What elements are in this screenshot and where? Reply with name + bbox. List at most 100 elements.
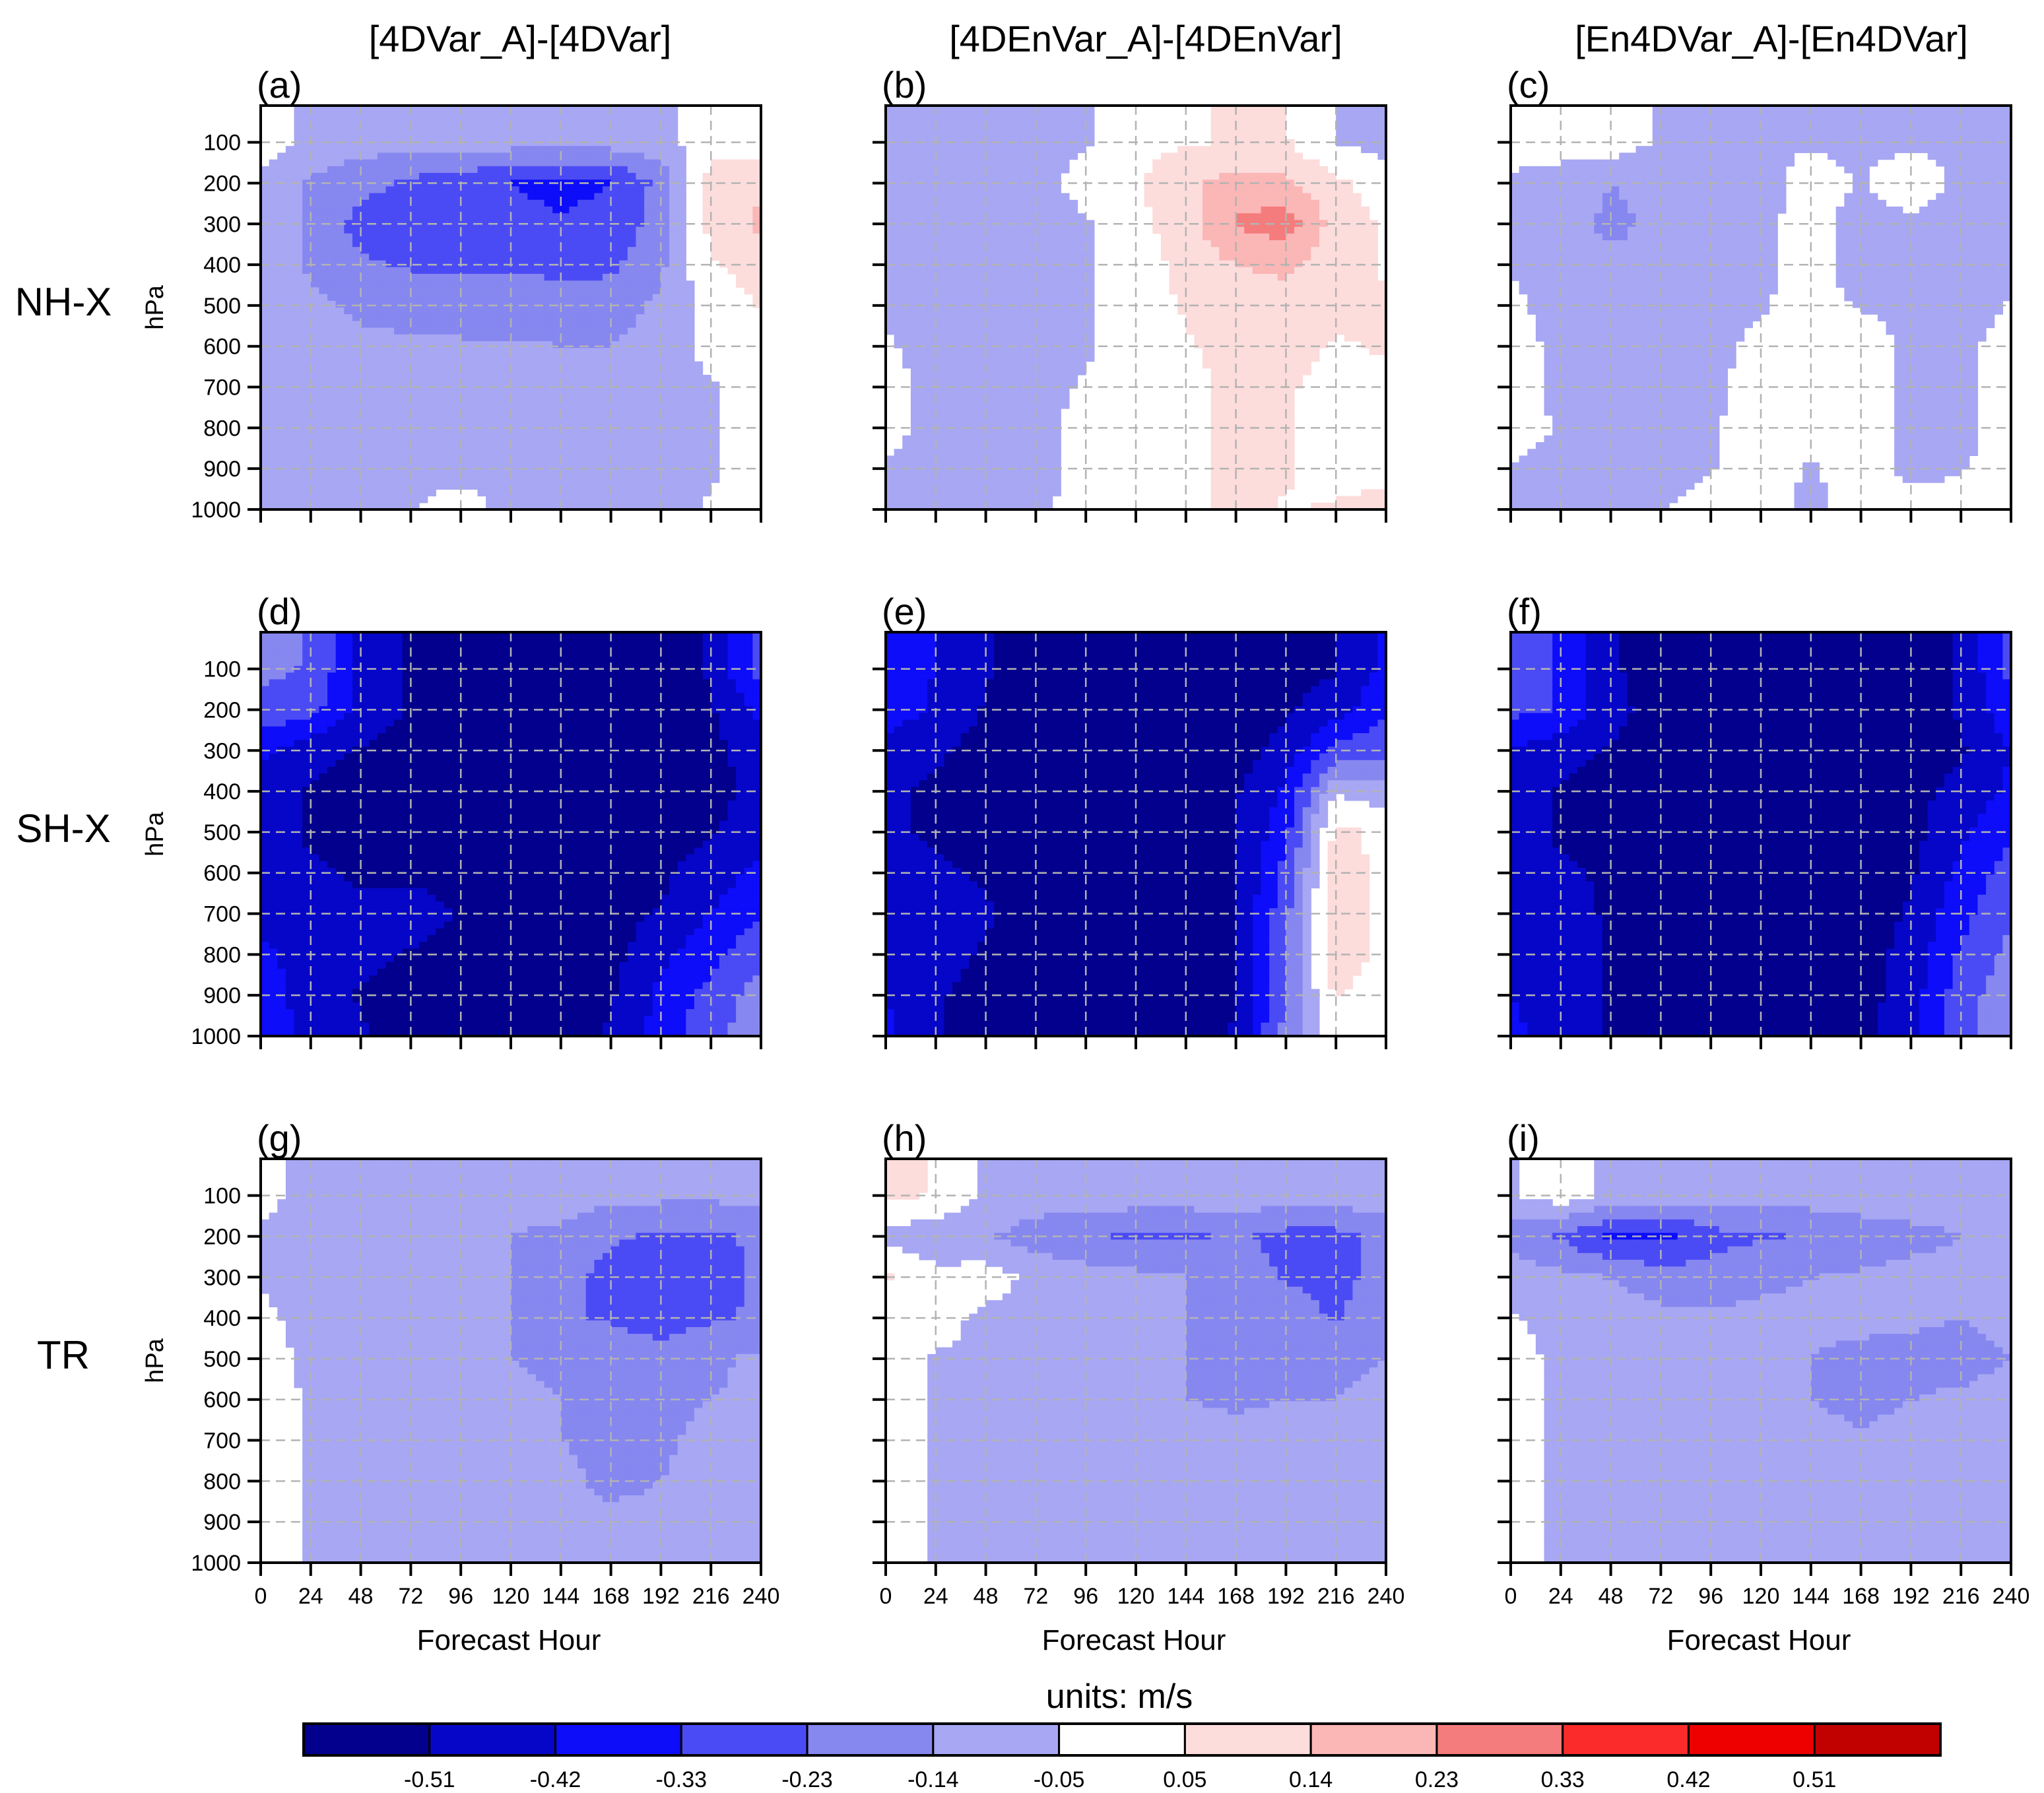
contour-cell bbox=[394, 462, 403, 470]
contour-cell bbox=[1077, 112, 1086, 119]
contour-cell bbox=[994, 152, 1003, 160]
contour-cell bbox=[636, 173, 645, 180]
contour-cell bbox=[319, 321, 328, 329]
contour-cell bbox=[577, 368, 587, 375]
contour-cell bbox=[1236, 300, 1245, 308]
contour-cell bbox=[902, 247, 911, 254]
contour-cell bbox=[285, 274, 295, 281]
contour-cell bbox=[427, 368, 436, 375]
contour-cell bbox=[1252, 199, 1262, 207]
contour-cell bbox=[952, 280, 962, 288]
contour-cell bbox=[360, 489, 370, 497]
contour-cell bbox=[1311, 226, 1320, 234]
contour-cell bbox=[894, 341, 903, 348]
contour-cell bbox=[985, 287, 995, 295]
contour-cell bbox=[894, 213, 903, 220]
contour-cell bbox=[419, 213, 428, 220]
contour-cell bbox=[302, 240, 312, 247]
contour-cell bbox=[1219, 327, 1228, 335]
contour-cell bbox=[661, 125, 670, 133]
contour-cell bbox=[285, 482, 295, 490]
contour-cell bbox=[1194, 240, 1203, 247]
contour-cell bbox=[1027, 106, 1036, 113]
contour-cell bbox=[327, 489, 337, 497]
contour-cell bbox=[344, 368, 353, 375]
contour-cell bbox=[1244, 139, 1253, 147]
contour-cell bbox=[894, 247, 903, 254]
contour-cell bbox=[352, 455, 362, 463]
contour-cell bbox=[469, 186, 478, 194]
contour-cell bbox=[461, 314, 470, 321]
contour-cell bbox=[327, 348, 337, 355]
contour-cell bbox=[1069, 253, 1078, 261]
contour-cell bbox=[511, 449, 520, 456]
contour-cell bbox=[544, 247, 553, 254]
contour-cell bbox=[1027, 199, 1036, 207]
contour-cell bbox=[1210, 146, 1220, 153]
contour-cell bbox=[636, 428, 645, 436]
contour-cell bbox=[477, 146, 486, 153]
contour-cell bbox=[686, 361, 695, 369]
contour-cell bbox=[560, 381, 570, 389]
contour-cell bbox=[677, 274, 686, 281]
contour-cell bbox=[686, 502, 695, 509]
contour-cell bbox=[385, 294, 395, 302]
contour-cell bbox=[702, 226, 711, 234]
contour-cell bbox=[594, 408, 603, 416]
contour-cell bbox=[577, 152, 587, 160]
contour-cell bbox=[719, 207, 729, 214]
contour-cell bbox=[277, 368, 286, 375]
contour-cell bbox=[935, 186, 945, 194]
contour-cell bbox=[669, 233, 678, 241]
contour-cell bbox=[1210, 280, 1220, 288]
contour-cell bbox=[910, 159, 920, 167]
contour-cell bbox=[652, 395, 661, 403]
contour-cell bbox=[1144, 186, 1153, 194]
contour-cell bbox=[910, 119, 920, 127]
contour-cell bbox=[952, 267, 962, 275]
contour-cell bbox=[894, 193, 903, 201]
contour-cell bbox=[1302, 280, 1311, 288]
contour-cell bbox=[1369, 146, 1378, 153]
contour-cell bbox=[352, 106, 362, 113]
contour-cell bbox=[544, 253, 553, 261]
contour-cell bbox=[736, 159, 745, 167]
contour-cell bbox=[527, 321, 537, 329]
contour-cell bbox=[977, 106, 987, 113]
contour-cell bbox=[452, 260, 461, 268]
contour-cell bbox=[394, 119, 403, 127]
contour-cell bbox=[1177, 193, 1187, 201]
contour-cell bbox=[1203, 294, 1212, 302]
contour-cell bbox=[985, 193, 995, 201]
contour-cell bbox=[319, 287, 328, 295]
contour-cell bbox=[544, 146, 553, 153]
contour-cell bbox=[436, 287, 445, 295]
contour-cell bbox=[1177, 267, 1187, 275]
contour-cell bbox=[1036, 226, 1045, 234]
contour-cell bbox=[469, 294, 478, 302]
contour-cell bbox=[402, 308, 411, 315]
contour-cell bbox=[560, 240, 570, 247]
contour-cell bbox=[927, 119, 937, 127]
contour-cell bbox=[285, 401, 295, 409]
contour-cell bbox=[1152, 226, 1162, 234]
contour-cell bbox=[560, 294, 570, 302]
contour-cell bbox=[560, 253, 570, 261]
contour-cell bbox=[261, 247, 270, 254]
contour-cell bbox=[969, 146, 978, 153]
contour-cell bbox=[469, 327, 478, 335]
contour-cell bbox=[469, 482, 478, 490]
contour-cell bbox=[511, 213, 520, 220]
contour-cell bbox=[369, 112, 378, 119]
contour-cell bbox=[1236, 166, 1245, 174]
contour-cell bbox=[436, 186, 445, 194]
contour-cell bbox=[419, 226, 428, 234]
contour-cell bbox=[1010, 348, 1020, 355]
contour-cell bbox=[1185, 274, 1195, 281]
contour-cell bbox=[661, 233, 670, 241]
contour-cell bbox=[1261, 308, 1270, 315]
contour-cell bbox=[369, 233, 378, 241]
contour-cell bbox=[469, 267, 478, 275]
contour-cell bbox=[277, 395, 286, 403]
contour-cell bbox=[544, 199, 553, 207]
